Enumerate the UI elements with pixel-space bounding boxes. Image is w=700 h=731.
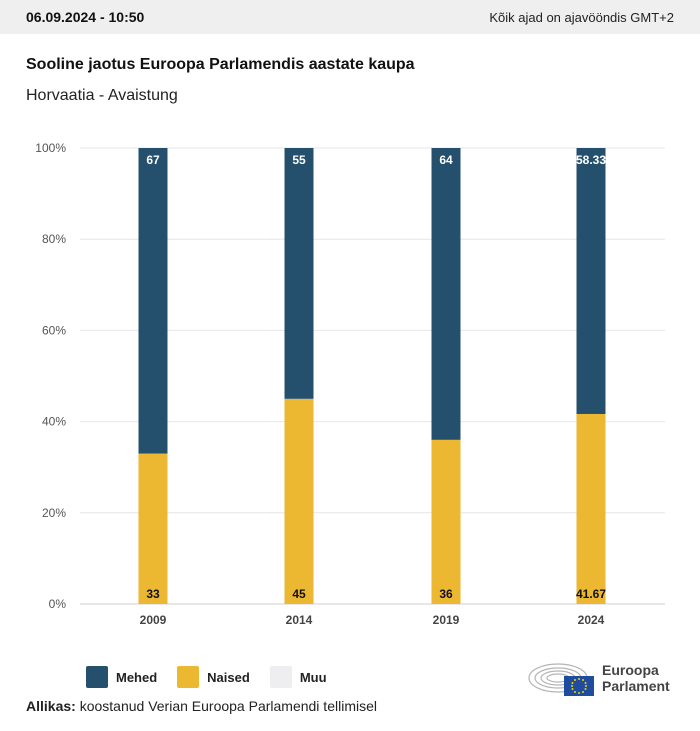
y-tick-label: 40%: [42, 415, 66, 429]
chart-title: Sooline jaotus Euroopa Parlamendis aasta…: [26, 56, 415, 73]
bar-naised-2009[interactable]: [138, 453, 168, 604]
data-label-mehed: 58.33: [576, 153, 606, 167]
y-tick-label: 80%: [42, 232, 66, 246]
legend-swatch-muu: [269, 666, 292, 688]
bar-naised-2024[interactable]: [576, 413, 606, 604]
bar-naised-2019[interactable]: [431, 439, 461, 604]
logo-line-2: Parlament: [602, 678, 670, 694]
x-tick-label: 2019: [433, 613, 460, 627]
y-tick-label: 0%: [49, 597, 67, 611]
gridlines: [80, 147, 665, 605]
bar-mehed-2019[interactable]: [431, 148, 461, 440]
bar-naised-2014[interactable]: [284, 398, 314, 604]
data-label-mehed: 64: [439, 153, 453, 167]
logo-line-1: Euroopa: [602, 662, 659, 678]
european-parliament-logo: Euroopa Parlament: [528, 658, 678, 700]
legend-label: Muu: [299, 669, 327, 685]
data-label-naised: 41.67: [576, 587, 606, 601]
legend-item-mehed[interactable]: Mehed: [86, 666, 157, 688]
data-label-naised: 33: [146, 587, 160, 601]
stacked-bar-chart: 0% 20% 40% 60% 80% 100% 33 67 45 55 36 64 41.67 58.3…: [35, 141, 665, 627]
x-tick-label: 2014: [286, 613, 313, 627]
legend-swatch-naised: [177, 666, 200, 688]
bar-mehed-2024[interactable]: [576, 148, 606, 414]
bar-mehed-2014[interactable]: [284, 148, 314, 399]
legend: Mehed Naised Muu: [86, 666, 347, 688]
timezone-note: Kõik ajad on ajavööndis GMT+2: [489, 9, 674, 25]
x-tick-label: 2009: [140, 613, 167, 627]
top-bar: 06.09.2024 - 10:50 Kõik ajad on ajavöönd…: [0, 0, 700, 34]
timestamp: 06.09.2024 - 10:50: [26, 9, 145, 25]
y-tick-label: 100%: [35, 141, 66, 155]
chart-subtitle: Horvaatia - Avaistung: [26, 87, 178, 104]
y-axis-ticks: 0% 20% 40% 60% 80% 100%: [35, 141, 66, 611]
bars: 33 67 45 55 36 64 41.67 58.33: [138, 148, 606, 604]
source-text: koostanud Verian Euroopa Parlamendi tell…: [79, 698, 377, 714]
data-label-mehed: 55: [292, 153, 306, 167]
logo-text: Euroopa Parlament: [602, 662, 670, 694]
bar-mehed-2009[interactable]: [138, 148, 168, 454]
x-tick-label: 2024: [578, 613, 605, 627]
y-tick-label: 20%: [42, 506, 66, 520]
parliament-emblem-icon: [528, 663, 594, 696]
x-axis-ticks: 2009 2014 2019 2024: [140, 613, 605, 627]
legend-label: Naised: [207, 669, 250, 685]
source-note: Allikas: koostanud Verian Euroopa Parlam…: [26, 698, 377, 714]
legend-swatch-mehed: [86, 666, 108, 688]
source-label: Allikas:: [26, 698, 76, 714]
legend-item-muu[interactable]: Muu: [269, 666, 327, 688]
y-tick-label: 60%: [42, 323, 66, 337]
legend-item-naised[interactable]: Naised: [177, 666, 250, 688]
data-label-naised: 36: [439, 587, 453, 601]
data-label-mehed: 67: [146, 153, 160, 167]
legend-label: Mehed: [116, 669, 158, 685]
data-label-naised: 45: [292, 587, 306, 601]
